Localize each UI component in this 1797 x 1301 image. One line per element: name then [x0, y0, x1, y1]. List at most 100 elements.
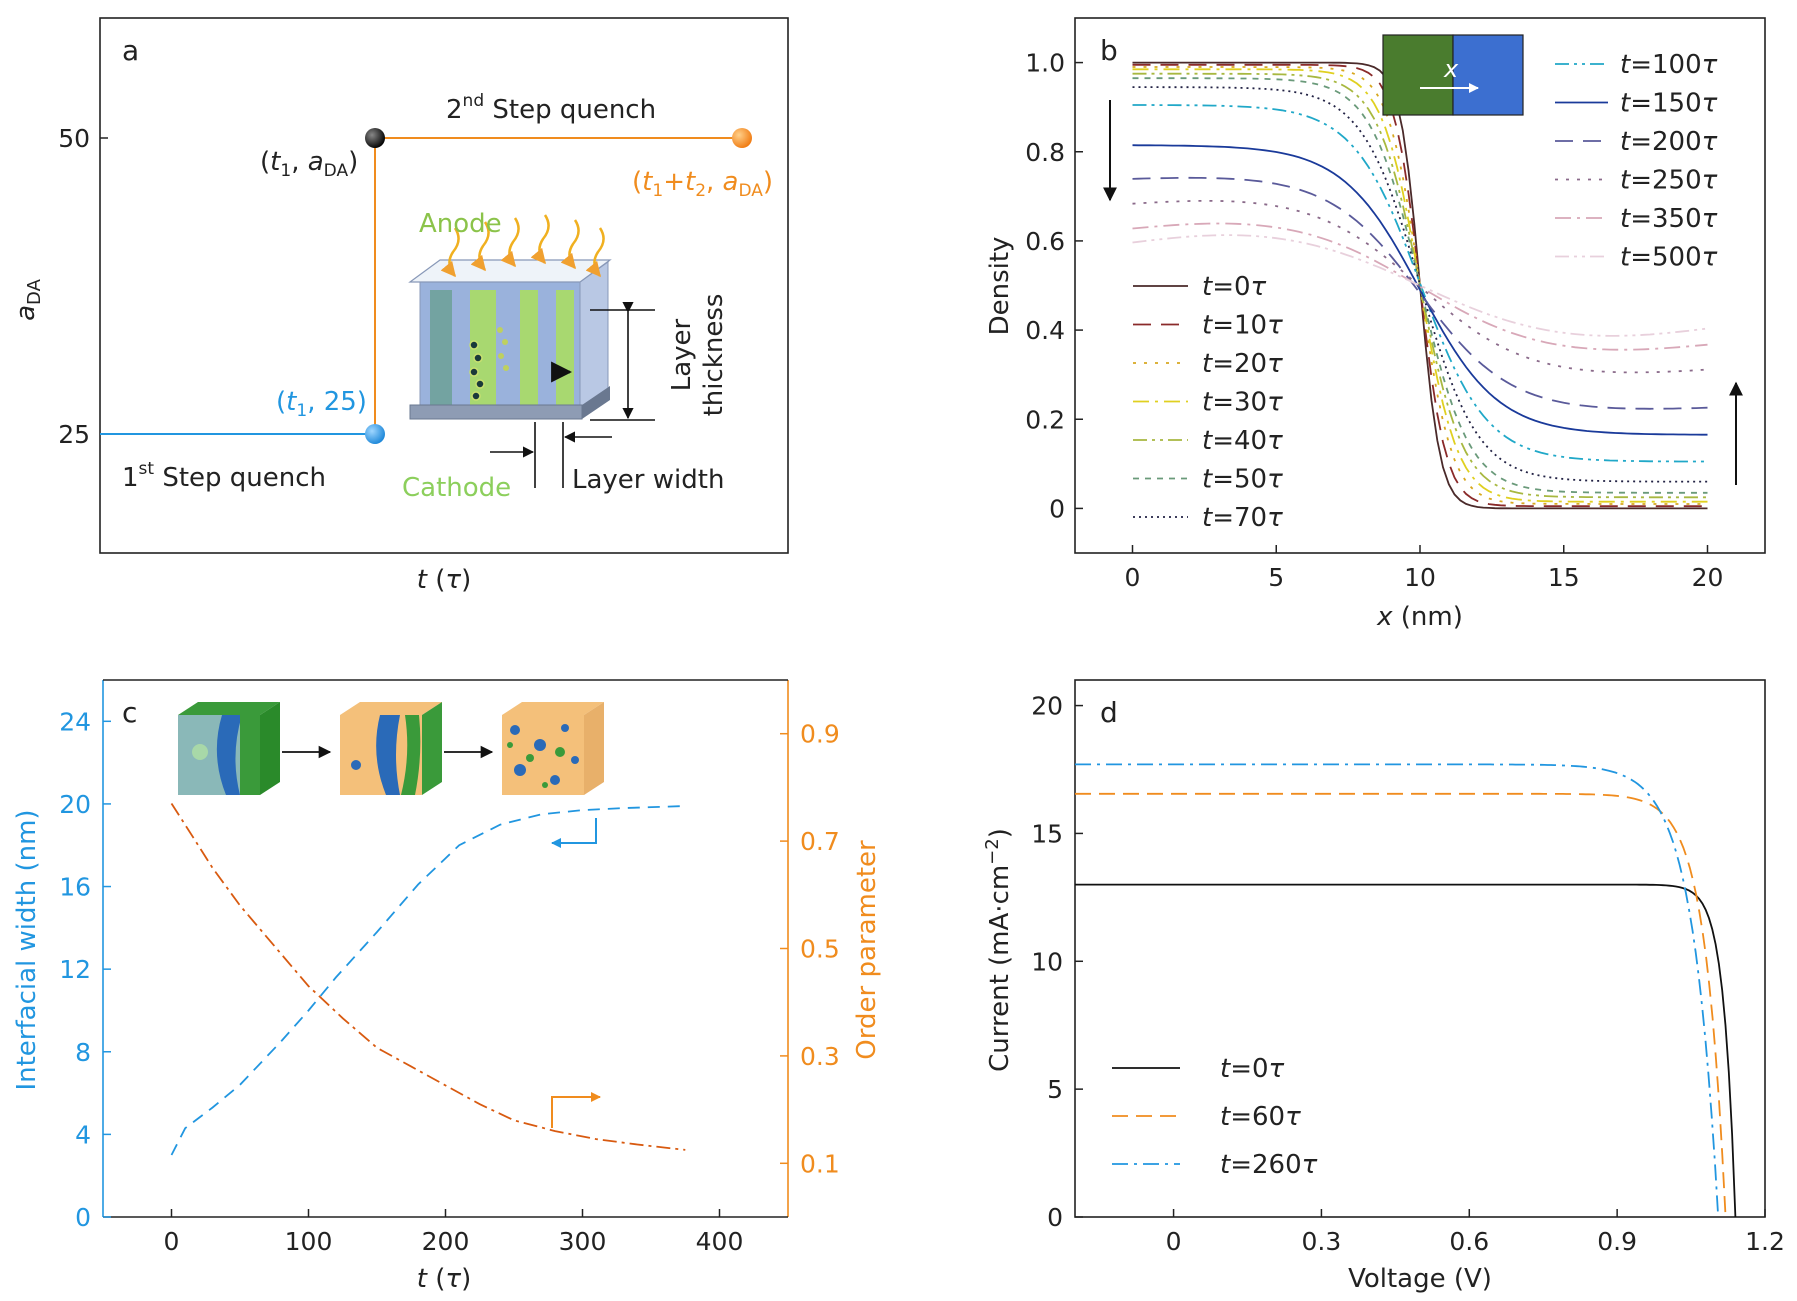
panel-b-curves: [1132, 61, 1708, 510]
legend-label: t=350τ: [1620, 204, 1718, 234]
legend-label: t=50τ: [1202, 465, 1283, 495]
panel-c-ylabel-left: Interfacial width (nm): [12, 809, 42, 1090]
panel-b-ticks: 0 5 10 15 20 0 0.2 0.4 0.6 0.8 1.0: [1025, 49, 1723, 592]
panel-a-frame: [99, 17, 789, 554]
panel-b-series-7: [1132, 104, 1708, 463]
panel-c-morphology-cubes: [178, 702, 604, 795]
panel-b-ytick-label: 0: [1049, 494, 1065, 523]
panel-c-xtick-label: 400: [696, 1227, 744, 1256]
layer-thickness-label: Layerthickness: [667, 294, 729, 417]
panel-c-letter: c: [122, 696, 137, 729]
legend-label: t=60τ: [1220, 1102, 1301, 1132]
panel-c-series-0: [170, 805, 686, 1156]
panel-a-ytick-label-50: 50: [58, 124, 90, 153]
panel-c-curves: [170, 803, 686, 1156]
step2-label: 2nd Step quench: [446, 91, 656, 125]
device-illustration: [408, 214, 655, 488]
panel-b-series-2: [1132, 66, 1708, 505]
panel-a-ytick-label-25: 25: [58, 420, 90, 449]
panel-b-xtick-label: 10: [1404, 563, 1436, 592]
panel-c-ytick-right-label: 0.9: [800, 720, 840, 749]
panel-d-ytick-label: 5: [1047, 1075, 1063, 1104]
panel-b-ytick-label: 0.6: [1025, 227, 1065, 256]
panel-b-xtick-label: 20: [1692, 563, 1724, 592]
panel-b-xtick-label: 0: [1125, 563, 1141, 592]
panel-d-frame: [1074, 679, 1766, 1218]
panel-c-ytick-right-label: 0.7: [800, 827, 840, 856]
panel-b-series-9: [1132, 176, 1708, 410]
point-orange: [732, 128, 752, 148]
panel-c-xtick-label: 0: [164, 1227, 180, 1256]
panel-c-arrow-left: [551, 818, 597, 848]
panel-c-arrow-right: [551, 1092, 601, 1128]
panel-a: a 50 25 aDA t (τ) 2nd Step quench 1st St…: [11, 17, 789, 595]
point-blue-label: (t1, 25): [276, 387, 367, 421]
panel-c: c 0 100 200 300 400 0 4 8 12 16 20 24 0.1 0.3 0.5 0.7 0.…: [12, 679, 882, 1294]
panel-b-series-12: [1132, 234, 1708, 337]
panel-b-ylabel: Density: [985, 237, 1015, 336]
panel-d-xtick-label: 0.3: [1302, 1227, 1342, 1256]
step1-label: 1st Step quench: [122, 459, 326, 493]
legend-label: t=150τ: [1620, 89, 1718, 119]
legend-label: t=200τ: [1620, 127, 1718, 157]
panel-b-ytick-label: 1.0: [1025, 49, 1065, 78]
panel-c-xtick-label: 300: [559, 1227, 607, 1256]
legend-label: t=0τ: [1202, 272, 1267, 302]
legend-label: t=0τ: [1220, 1054, 1285, 1084]
panel-c-xlabel: t (τ): [417, 1264, 471, 1294]
panel-c-ytick-left-label: 16: [59, 873, 91, 902]
point-orange-label: (t1+t2, aDA): [632, 167, 773, 201]
point-blue: [365, 424, 385, 444]
legend-label: t=100τ: [1620, 50, 1718, 80]
panel-b-inset: x: [1382, 34, 1524, 116]
legend-label: t=260τ: [1220, 1150, 1318, 1180]
panel-d: d 0 0.3 0.6 0.9 1.2 0 5 10 15 20 Current (mA·cm−2…: [982, 679, 1785, 1294]
layer-width-label: Layer width: [572, 465, 724, 495]
panel-c-ticks: 0 100 200 300 400 0 4 8 12 16 20 24 0.1 0.3 0.5 0.7 0.9: [59, 707, 840, 1256]
panel-c-ytick-right-label: 0.5: [800, 935, 840, 964]
panel-c-ylabel-right: Order parameter: [852, 840, 882, 1060]
panel-d-series-1: [1075, 792, 1727, 1218]
panel-d-xlabel: Voltage (V): [1348, 1264, 1492, 1294]
panel-b-series-11: [1132, 222, 1708, 351]
legend-label: t=20τ: [1202, 349, 1283, 379]
point-black: [365, 128, 385, 148]
panel-c-ytick-left-label: 20: [59, 790, 91, 819]
panel-d-letter: d: [1100, 696, 1118, 729]
legend-label: t=250τ: [1620, 166, 1718, 196]
panel-d-ytick-label: 0: [1047, 1203, 1063, 1232]
panel-c-ytick-right-label: 0.3: [800, 1042, 840, 1071]
panel-c-series-1: [170, 803, 686, 1151]
panel-c-xtick-label: 200: [422, 1227, 470, 1256]
panel-c-xtick-label: 100: [285, 1227, 333, 1256]
panel-d-xtick-label: 1.2: [1745, 1227, 1785, 1256]
panel-b: b 0 5 10 15 20 0 0.2 0.4 0.6 0.8 1.0 Density x (nm…: [985, 17, 1766, 632]
panel-d-series-2: [1075, 763, 1720, 1218]
panel-b-xtick-label: 15: [1548, 563, 1580, 592]
panel-b-letter: b: [1100, 34, 1118, 67]
point-black-label: (t1, aDA): [260, 147, 358, 181]
panel-d-ytick-label: 20: [1031, 692, 1063, 721]
panel-d-ytick-label: 10: [1031, 947, 1063, 976]
panel-c-ytick-left-label: 8: [75, 1038, 91, 1067]
legend-label: t=30τ: [1202, 388, 1283, 418]
panel-b-xtick-label: 5: [1268, 563, 1284, 592]
panel-d-curves: [1075, 763, 1737, 1218]
panel-d-legend: t=0τ t=60τ t=260τ: [1112, 1054, 1318, 1180]
anode-label: Anode: [419, 209, 502, 239]
panel-b-legend: t=0τ t=10τ t=20τ t=30τ t=40τ t=50τ t=70τ t=100τ…: [1133, 50, 1718, 533]
panel-d-ylabel: Current (mA·cm−2): [982, 828, 1015, 1072]
cube-2: [340, 702, 442, 795]
legend-label: t=70τ: [1202, 503, 1283, 533]
panel-c-ytick-left-label: 0: [75, 1203, 91, 1232]
panel-a-xlabel: t (τ): [417, 565, 471, 595]
panel-d-xtick-label: 0.9: [1597, 1227, 1637, 1256]
panel-c-ytick-right-label: 0.1: [800, 1149, 840, 1178]
panel-b-series-8: [1132, 144, 1708, 436]
panel-b-inset-label: x: [1443, 55, 1459, 83]
panel-b-ytick-label: 0.8: [1025, 138, 1065, 167]
cube-3: [502, 702, 604, 795]
panel-c-ytick-left-label: 12: [59, 955, 91, 984]
panel-d-series-0: [1075, 883, 1737, 1218]
